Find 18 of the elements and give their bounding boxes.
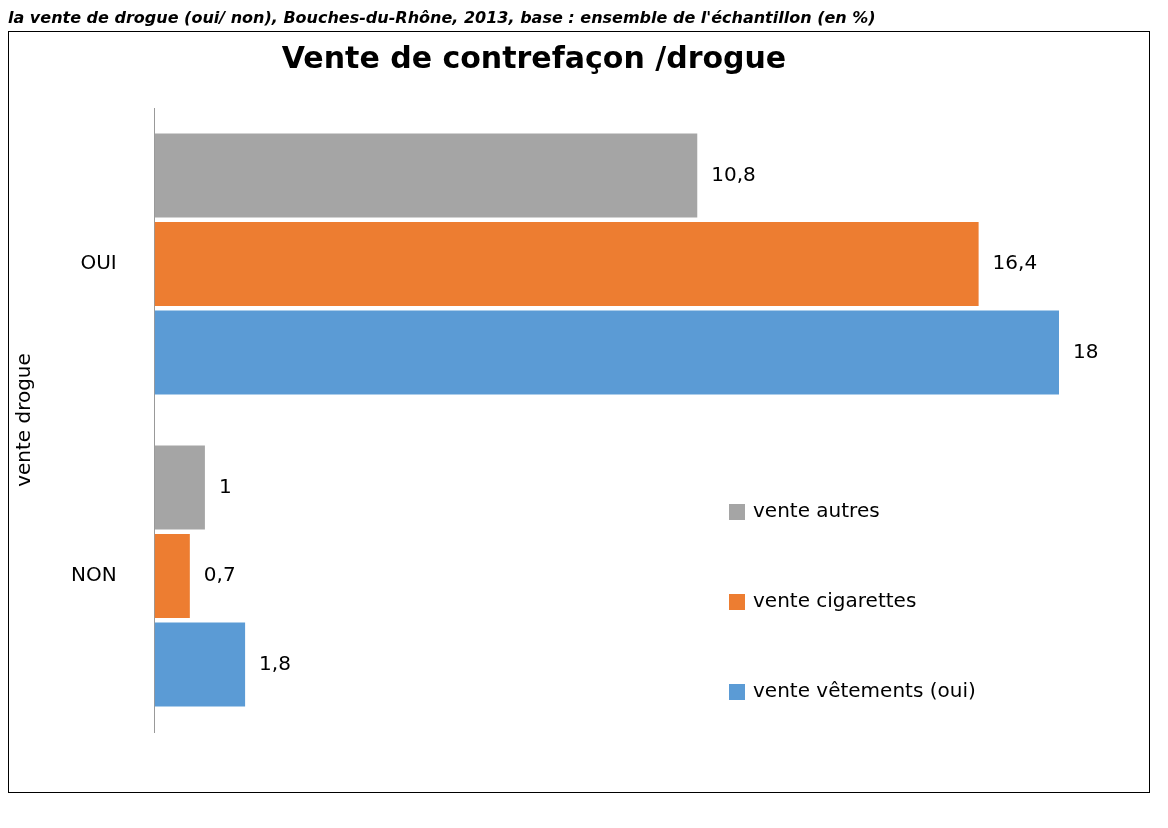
y-tick-label: NON (70, 562, 117, 587)
legend-label: vente autres (753, 498, 880, 523)
bar (154, 622, 246, 707)
chart-title: Vente de contrefaçon /drogue (281, 39, 787, 75)
text: la vente de drogue (oui/ non), Bouches-du-Rhône, 2013, base : ensemble de l'échantillon (en %) (8, 8, 877, 27)
legend-label: vente cigarettes (753, 588, 917, 613)
data-label: 10,8 (711, 161, 756, 186)
data-label: 16,4 (992, 250, 1038, 275)
data-label: 1,8 (259, 650, 291, 675)
bar (154, 310, 1059, 395)
y-tick-label: OUI (80, 250, 117, 275)
data-label: 1 (218, 473, 232, 498)
y-axis-title: vente drogue (11, 353, 36, 487)
bar (154, 534, 190, 618)
bar (154, 222, 979, 306)
data-label: 0,7 (203, 562, 236, 587)
legend-label: vente vêtements (oui) (753, 678, 976, 703)
data-label: 18 (1073, 338, 1099, 363)
